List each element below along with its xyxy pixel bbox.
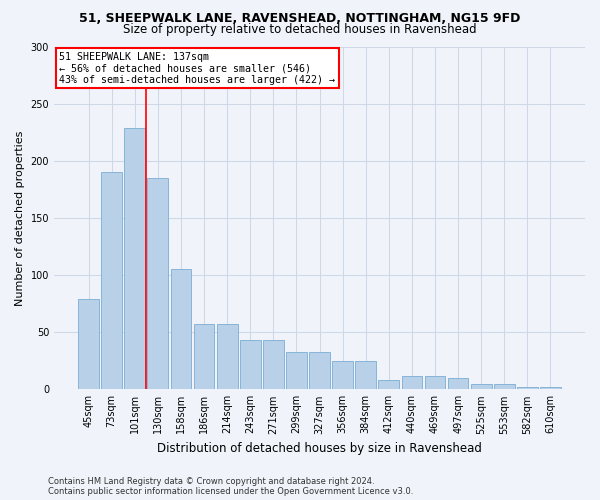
Text: 51, SHEEPWALK LANE, RAVENSHEAD, NOTTINGHAM, NG15 9FD: 51, SHEEPWALK LANE, RAVENSHEAD, NOTTINGH… <box>79 12 521 26</box>
Bar <box>286 352 307 390</box>
Text: 51 SHEEPWALK LANE: 137sqm
← 56% of detached houses are smaller (546)
43% of semi: 51 SHEEPWALK LANE: 137sqm ← 56% of detac… <box>59 52 335 85</box>
Bar <box>217 324 238 390</box>
Bar <box>448 378 469 390</box>
Bar <box>379 380 399 390</box>
X-axis label: Distribution of detached houses by size in Ravenshead: Distribution of detached houses by size … <box>157 442 482 455</box>
Bar <box>355 360 376 390</box>
Bar <box>148 178 168 390</box>
Bar <box>78 299 99 390</box>
Bar <box>332 360 353 390</box>
Bar <box>170 270 191 390</box>
Bar <box>425 376 445 390</box>
Bar <box>240 340 260 390</box>
Bar <box>471 384 491 390</box>
Bar <box>401 376 422 390</box>
Bar <box>194 324 214 390</box>
Bar <box>494 384 515 390</box>
Y-axis label: Number of detached properties: Number of detached properties <box>15 130 25 306</box>
Bar <box>540 387 561 390</box>
Bar <box>263 340 284 390</box>
Text: Size of property relative to detached houses in Ravenshead: Size of property relative to detached ho… <box>123 22 477 36</box>
Bar <box>101 172 122 390</box>
Bar <box>309 352 330 390</box>
Bar <box>124 128 145 390</box>
Bar <box>517 387 538 390</box>
Text: Contains HM Land Registry data © Crown copyright and database right 2024.
Contai: Contains HM Land Registry data © Crown c… <box>48 476 413 496</box>
